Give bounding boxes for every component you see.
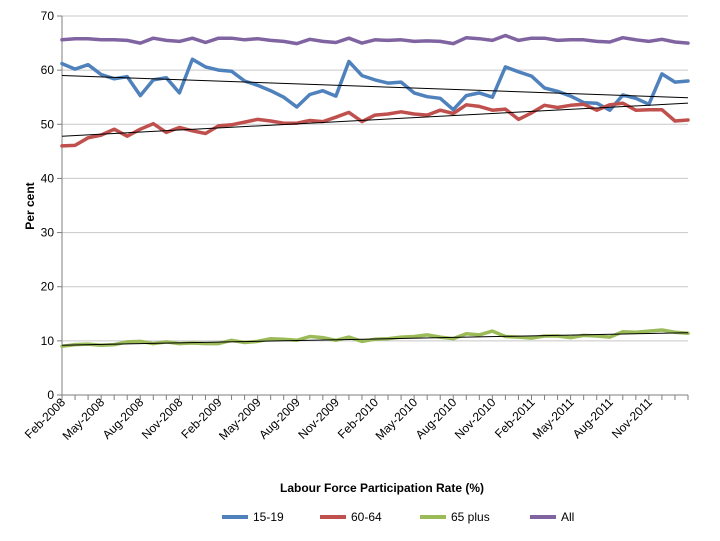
y-axis-ticks: 0 10 20 30 40 50 60 70 (41, 9, 63, 402)
series-lines (60, 33, 690, 349)
legend: 15-19 60-64 65 plus All (222, 510, 574, 524)
x-tick-label: May-2010 (373, 395, 421, 443)
legend-label: 15-19 (253, 510, 284, 524)
y-tick-label: 50 (41, 117, 55, 131)
y-tick-label: 10 (41, 334, 55, 348)
y-tick-label: 30 (41, 226, 55, 240)
trendline-15-19 (61, 75, 689, 99)
legend-label: 65 plus (451, 510, 490, 524)
series-line-15-19 (60, 57, 690, 112)
trendline-65-plus (61, 332, 689, 346)
legend-label: 60-64 (351, 510, 382, 524)
x-tick-label: May-2011 (530, 395, 577, 442)
y-tick-label: 20 (41, 280, 55, 294)
series-line-65-plus (60, 328, 690, 349)
legend-label: All (561, 510, 574, 524)
trend-lines (61, 75, 689, 346)
x-tick-label: Nov-2011 (609, 395, 655, 441)
series-line-all (60, 33, 690, 46)
y-axis-title: Per cent (23, 182, 37, 229)
x-tick-label: May-2008 (60, 395, 108, 443)
y-tick-label: 40 (41, 171, 55, 185)
x-tick-label: Nov-2010 (452, 395, 499, 442)
x-axis-ticks: Feb-2008May-2008Aug-2008Nov-2008Feb-2009… (22, 395, 689, 443)
y-tick-label: 0 (47, 388, 54, 402)
x-tick-label: Aug-2010 (413, 395, 460, 442)
x-tick-label: Aug-2008 (100, 395, 147, 442)
series-line-60-64 (60, 101, 690, 148)
x-tick-label: Nov-2009 (295, 395, 342, 442)
x-axis-title: Labour Force Participation Rate (%) (280, 481, 484, 495)
x-tick-label: May-2009 (216, 395, 264, 443)
trendline-60-64 (61, 102, 689, 137)
y-tick-label: 70 (41, 9, 55, 23)
y-tick-label: 60 (41, 63, 55, 77)
x-tick-label: Aug-2011 (570, 395, 616, 441)
x-tick-label: Nov-2008 (139, 395, 186, 442)
x-tick-label: Aug-2009 (256, 395, 303, 442)
